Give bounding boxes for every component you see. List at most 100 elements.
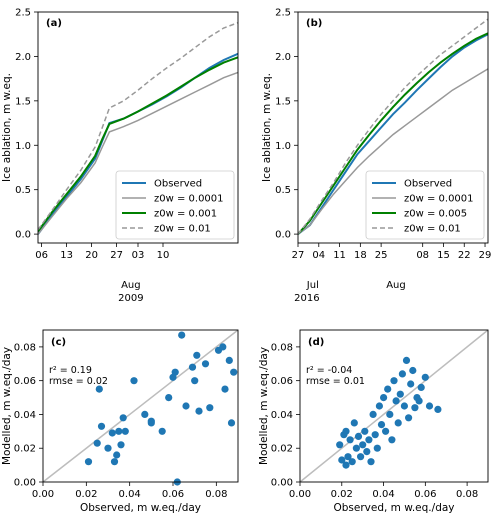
- x-tick-label: 20: [85, 250, 98, 261]
- scatter-point: [384, 385, 392, 393]
- y-axis-label: Ice ablation, m w.eq.: [261, 73, 273, 182]
- scatter-point: [206, 404, 214, 412]
- x-period-label: 2016: [294, 293, 319, 304]
- axes-frame: [37, 11, 239, 244]
- x-tick-label: 22: [458, 250, 471, 261]
- scatter-point: [382, 427, 390, 435]
- x-tick-label: 25: [375, 250, 388, 261]
- scatter-point: [415, 397, 423, 405]
- scatter-point: [407, 380, 415, 388]
- one-to-one-line: [42, 329, 239, 483]
- scatter-point: [386, 410, 394, 418]
- panel-c: 0.000.00 0.02 0.02 0.04 0.04 0.06 0.06 0.08 0.08…: [1, 329, 239, 514]
- scatter-point: [405, 414, 413, 422]
- scatter-point: [392, 397, 400, 405]
- x-tick-label: 0.02: [75, 489, 97, 500]
- y-tick-label: 2.5: [15, 8, 31, 19]
- scatter-point: [230, 368, 238, 376]
- scatter-point: [367, 458, 375, 466]
- x-tick-label: 0.00: [289, 489, 311, 500]
- scatter-point: [409, 366, 417, 375]
- x-tick-label: 06: [35, 250, 48, 261]
- scatter-point: [388, 436, 396, 444]
- x-tick-label: 15: [437, 250, 450, 261]
- legend-entry-4: z0w = 0.01: [404, 224, 461, 235]
- scatter-point: [115, 427, 123, 435]
- y-axis-label: Modelled, m w.eq./day: [258, 347, 270, 465]
- y-tick-label: 0.06: [271, 376, 293, 387]
- series-line-3: [298, 32, 488, 235]
- x-axis-label: Observed, m w.eq./day: [80, 502, 201, 514]
- legend: Observed z0w = 0.0001 z0w = 0.005 z0w = 0.0…: [365, 170, 485, 240]
- scatter-point: [369, 410, 377, 418]
- y-tick-label: 2.5: [275, 8, 291, 19]
- x-period-label: Aug: [386, 280, 406, 291]
- scatter-point: [227, 419, 236, 427]
- x-tick-label: 0.04: [119, 489, 141, 500]
- scatter-point: [178, 331, 186, 339]
- scatter-point: [350, 419, 358, 427]
- series-line-2: [38, 71, 238, 235]
- scatter-point: [121, 427, 129, 435]
- x-tick-label: 27: [292, 250, 305, 261]
- series-line-2: [298, 68, 488, 235]
- scatter-point: [361, 427, 369, 435]
- axes-frame: [299, 329, 489, 483]
- scatter-point: [165, 394, 173, 402]
- scatter-point: [342, 461, 350, 469]
- y-tick-label: 0.04: [14, 410, 36, 421]
- scatter-point: [348, 458, 356, 466]
- stat-text: r² = -0.04: [306, 365, 352, 376]
- y-tick-label: 0.5: [15, 185, 31, 196]
- scatter-point: [221, 385, 229, 393]
- scatter-point: [225, 356, 233, 364]
- legend-entry-4: z0w = 0.01: [154, 224, 211, 235]
- legend-entry-1: Observed: [154, 179, 202, 190]
- y-axis-label: Ice ablation, m w.eq.: [1, 73, 13, 182]
- one-to-one-line: [299, 329, 489, 483]
- x-tick-label: 27: [110, 250, 123, 261]
- scatter-point: [377, 421, 386, 429]
- legend-entry-2: z0w = 0.0001: [404, 194, 474, 205]
- legend-box: [365, 170, 485, 240]
- scatter-point: [191, 377, 199, 385]
- x-period-label: Jul: [306, 280, 319, 291]
- scatter-point: [201, 360, 210, 368]
- scatter-point: [421, 373, 429, 381]
- scatter-point: [93, 439, 101, 447]
- scatter-point: [398, 370, 406, 378]
- x-tick-label: 0.06: [162, 489, 184, 500]
- scatter-point: [219, 343, 227, 351]
- x-tick-label: 18: [354, 250, 367, 261]
- stat-text: rmse = 0.02: [49, 376, 108, 387]
- scatter-point: [130, 377, 138, 385]
- scatter-point: [344, 453, 352, 461]
- y-tick-label: 0.5: [275, 185, 291, 196]
- y-tick-label: 0.02: [14, 444, 36, 455]
- y-tick-label: 2.0: [275, 52, 291, 63]
- y-tick-label: 0.00: [14, 478, 36, 489]
- scatter-point: [434, 405, 442, 413]
- scatter-point: [417, 383, 425, 391]
- legend-entry-3: z0w = 0.005: [404, 209, 467, 220]
- x-tick-label: 29: [479, 250, 492, 261]
- x-tick-label: 0.00: [32, 489, 54, 500]
- y-tick-label: 1.0: [275, 141, 291, 152]
- x-tick-label: 0.04: [372, 489, 394, 500]
- axes-frame: [297, 11, 489, 244]
- scatter-point: [171, 368, 179, 376]
- y-tick-label: 1.0: [15, 141, 31, 152]
- x-tick-label: 08: [416, 250, 429, 261]
- scatter-point: [195, 407, 203, 415]
- series-line-1: [298, 33, 488, 235]
- y-axis-label: Modelled, m w.eq./day: [1, 347, 13, 465]
- scatter-point: [119, 414, 127, 422]
- scatter-point: [158, 427, 166, 435]
- scatter-point: [375, 402, 383, 410]
- panel-label: (c): [51, 337, 66, 348]
- x-tick-label: 0.08: [205, 489, 227, 500]
- scatter-point: [402, 356, 411, 364]
- scatter-point: [336, 441, 344, 449]
- axes-frame: [42, 329, 239, 483]
